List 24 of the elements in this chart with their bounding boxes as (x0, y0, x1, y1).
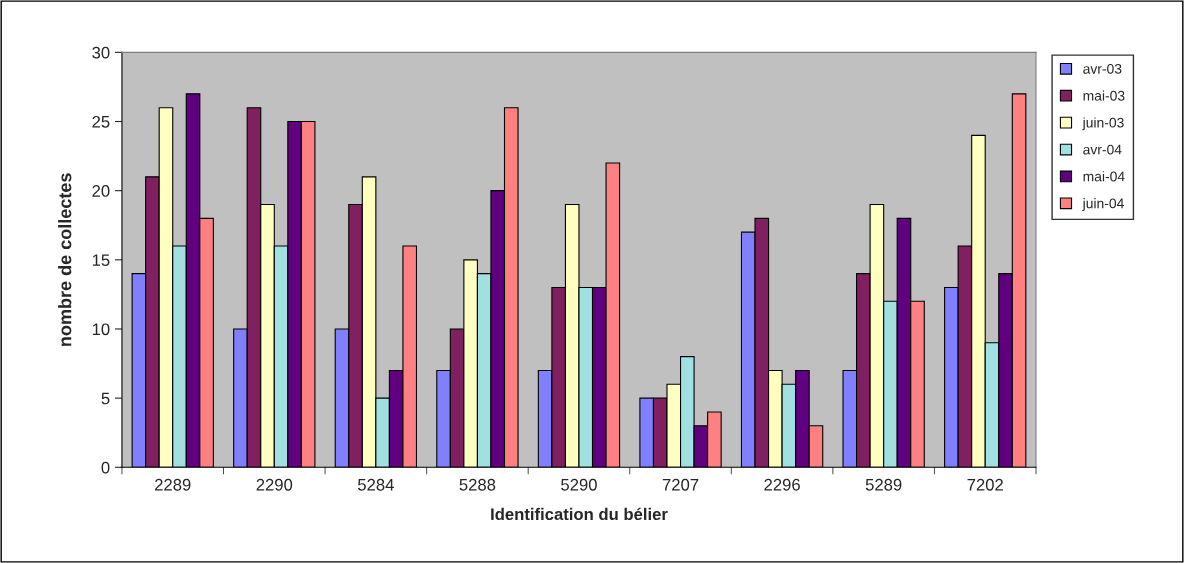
y-tick-label: 0 (101, 461, 110, 474)
x-tick-label: 5289 (865, 478, 902, 491)
x-tick-label: 2290 (256, 478, 293, 491)
legend-label: avr-04 (1083, 144, 1122, 155)
legend-label: juin-04 (1082, 198, 1124, 212)
x-tick-label: 2296 (764, 478, 800, 491)
legend-label: avr-03 (1083, 63, 1122, 74)
legend-label: mai-04 (1083, 171, 1125, 182)
legend-label: mai-03 (1083, 90, 1125, 101)
y-tick-label: 5 (101, 392, 110, 405)
y-tick-label: 10 (92, 323, 110, 336)
y-tick-label: 25 (92, 115, 110, 128)
x-axis-title: Identification du bélier (491, 507, 668, 521)
y-tick-label: 15 (92, 254, 110, 267)
y-tick-label: 20 (92, 185, 110, 197)
y-axis-title: nombre de collectes (58, 173, 72, 346)
legend-label: juin-03 (1082, 117, 1124, 131)
x-tick-label: 5284 (357, 478, 394, 491)
y-tick-label: 30 (92, 46, 110, 59)
x-tick-label: 2289 (155, 478, 191, 491)
x-tick-label: 7207 (662, 478, 699, 491)
x-tick-label: 7202 (967, 478, 1003, 491)
x-tick-label: 5288 (459, 478, 496, 491)
x-tick-label: 5290 (561, 478, 597, 491)
